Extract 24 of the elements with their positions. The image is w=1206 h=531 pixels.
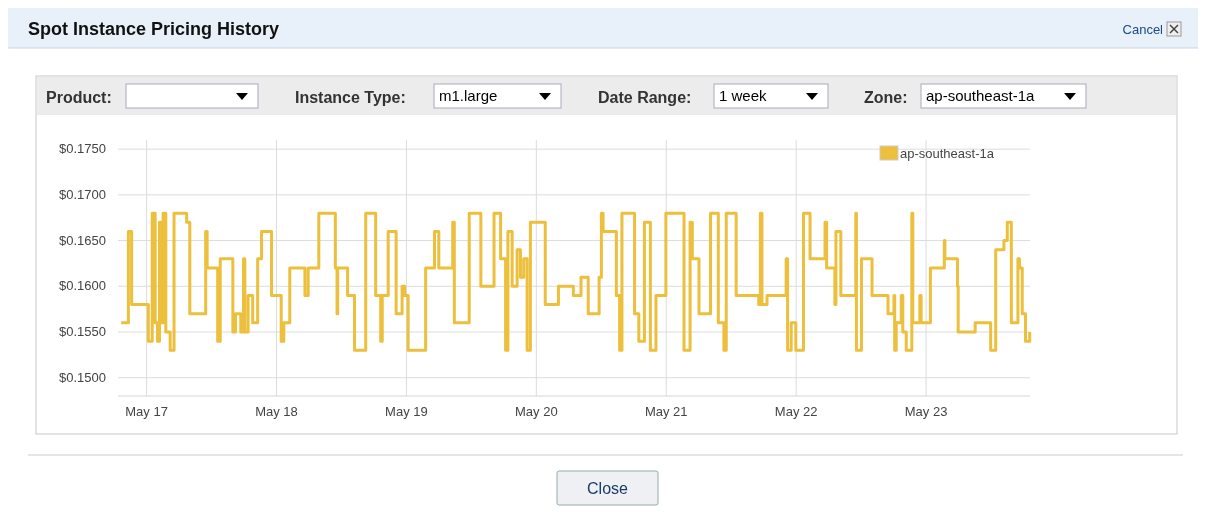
text: Cancel [1122,22,1164,37]
legend-label: ap-southeast-1a [900,146,995,161]
y-tick-label: $0.1600 [59,278,106,294]
x-tick-label: May 19 [385,404,428,419]
text: Instance Type: [295,89,406,106]
y-tick-label: $0.1500 [59,369,106,385]
text: Close [587,480,629,497]
x-tick-label: May 20 [515,404,558,419]
y-tick-label: $0.1750 [59,141,106,157]
text: m1.large [439,87,498,104]
x-tick-label: May 17 [125,404,168,419]
y-tick-label: $0.1650 [59,232,106,248]
text: ap-southeast-1a [926,87,1036,104]
y-tick-label: $0.1550 [59,324,106,339]
text: Zone: [864,89,908,106]
text: Product: [46,89,112,106]
x-tick-label: May 21 [644,404,688,419]
x-tick-label: May 23 [904,404,948,419]
chart-title: Spot Instance Pricing History [28,19,280,39]
x-tick-label: May 18 [255,404,298,419]
text: 1 week [719,87,768,104]
text: Date Range: [598,89,692,106]
x-tick-label: May 22 [774,404,818,419]
y-tick-label: $0.1700 [59,186,106,202]
